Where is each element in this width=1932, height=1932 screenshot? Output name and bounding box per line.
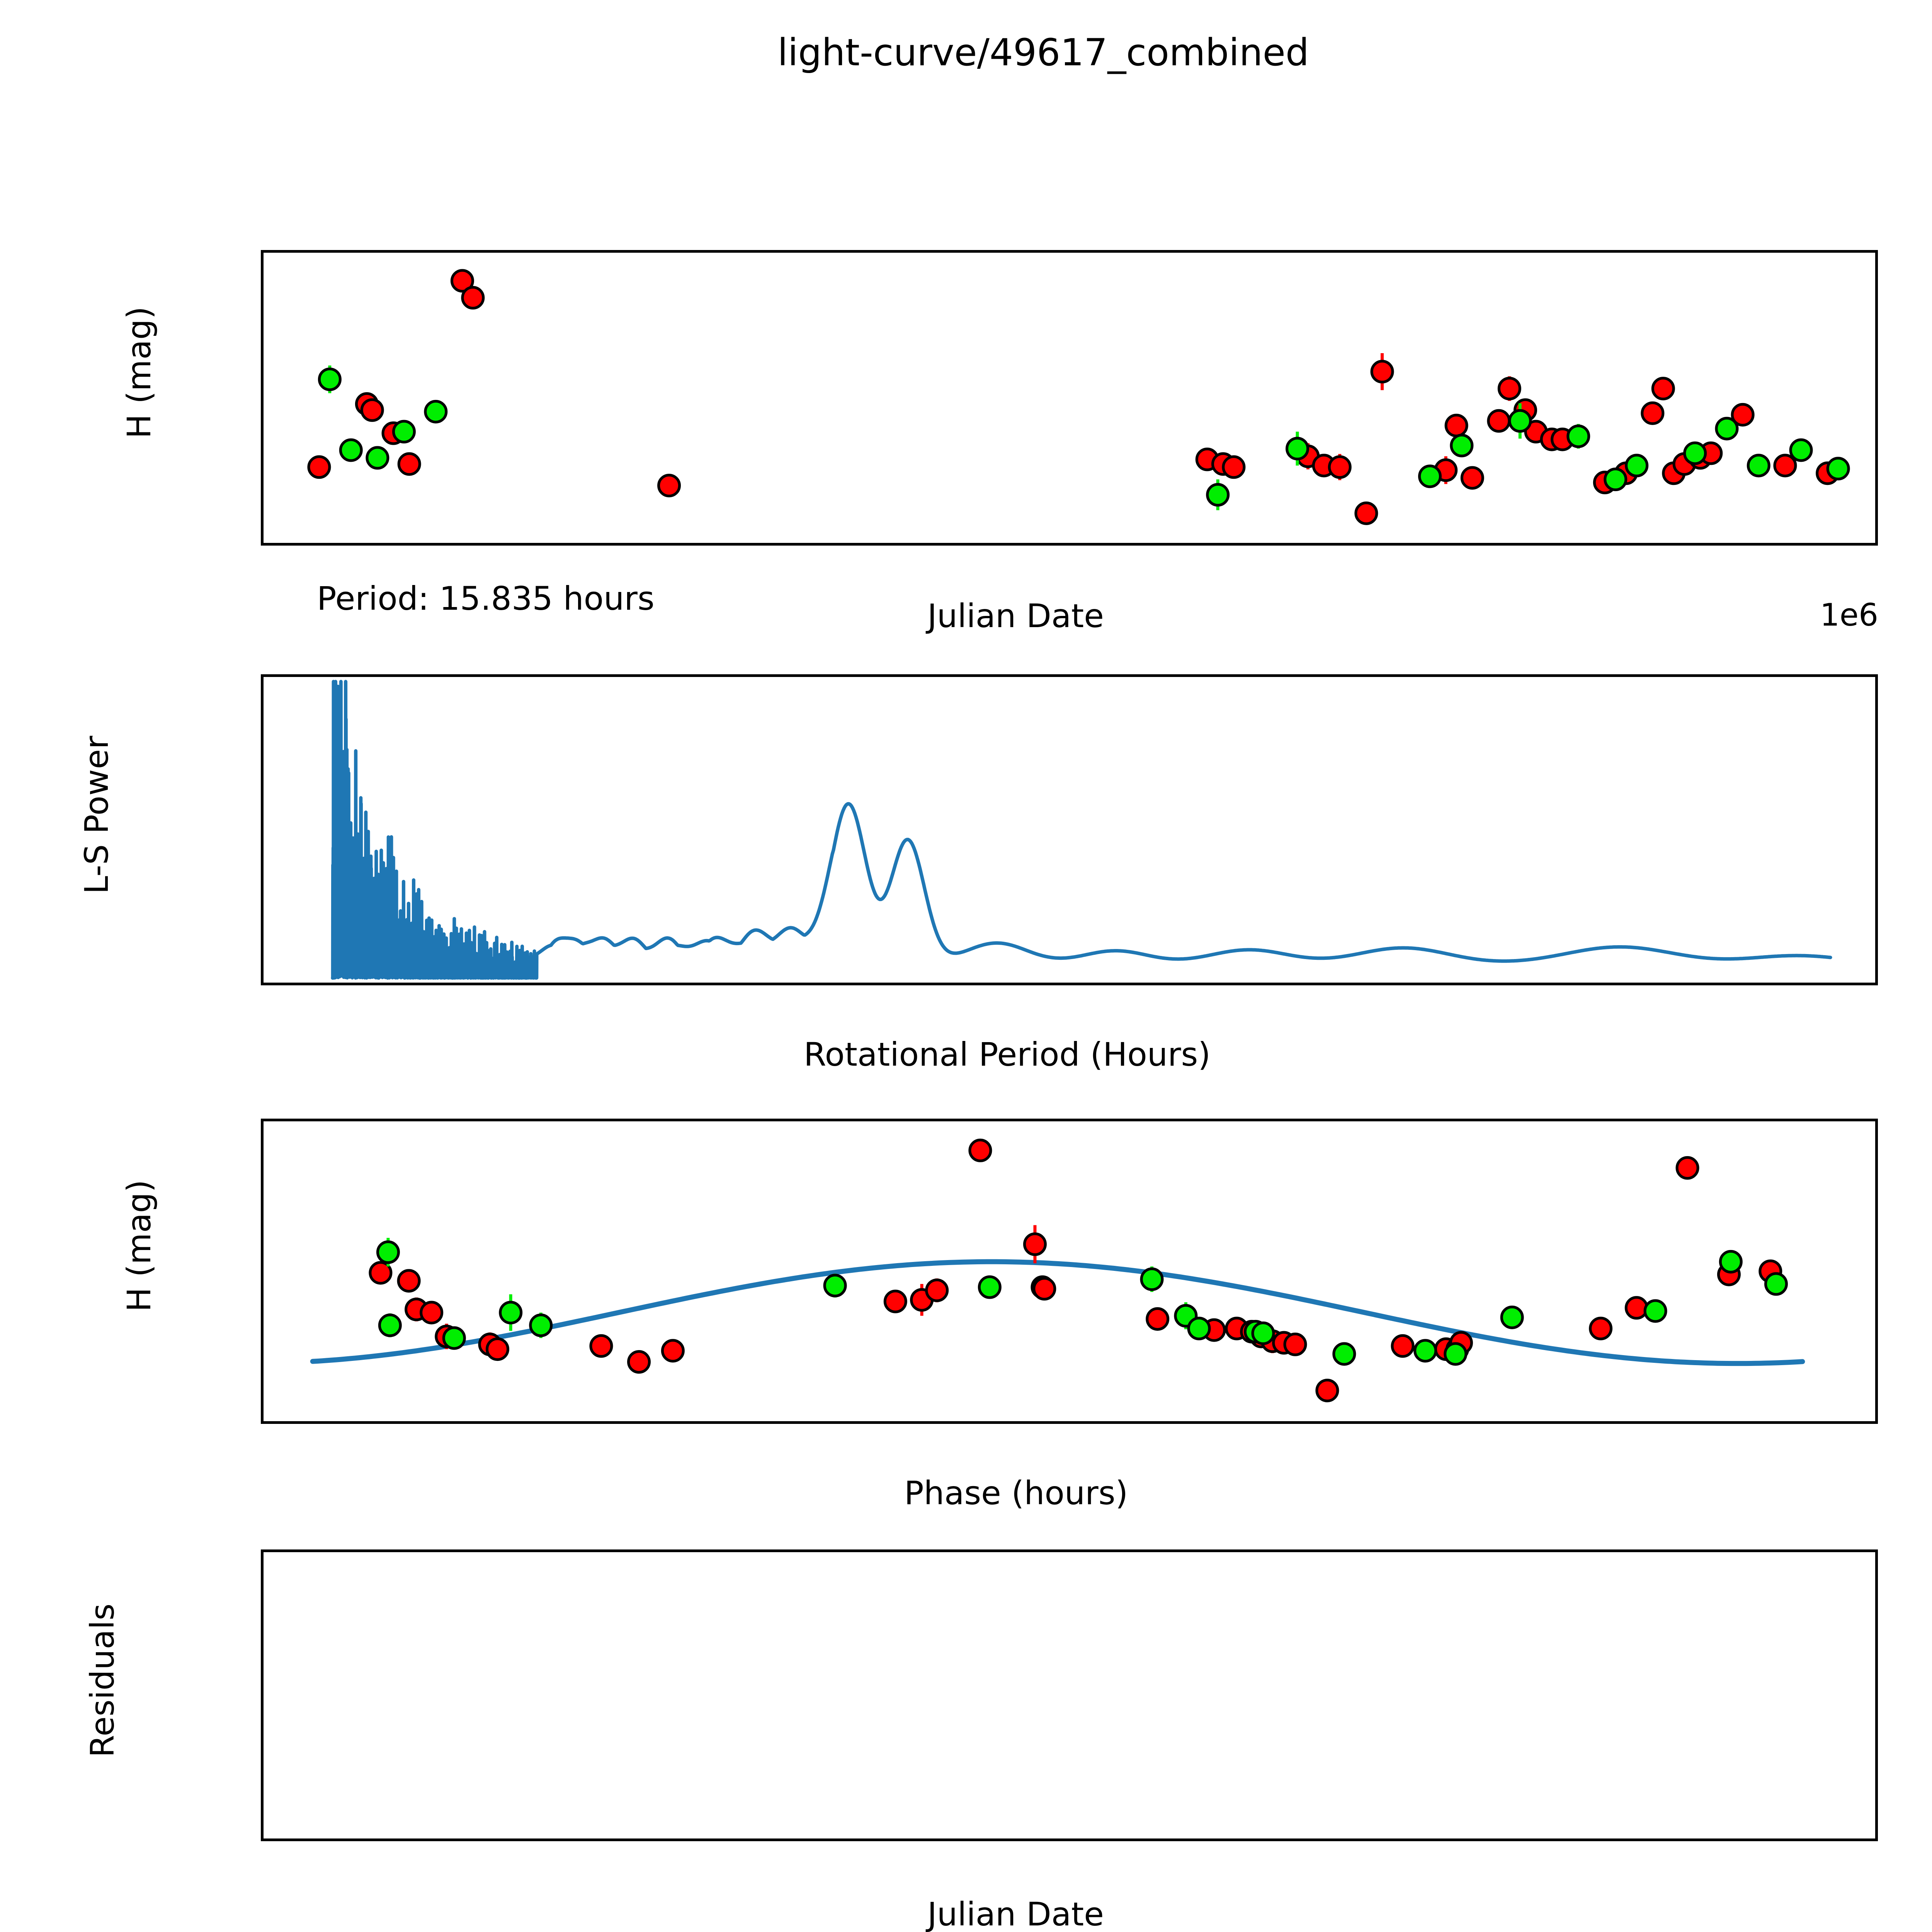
- period-annotation: Period: 15.835 hours: [317, 580, 655, 617]
- panel-residuals-ylabel: Residuals: [83, 1603, 121, 1758]
- panel-phasefold-xlabel: Phase (hours): [904, 1474, 1128, 1512]
- panel-phasefold-ylabel: H (mag): [120, 1179, 158, 1312]
- panel-lightcurve: [261, 250, 1878, 546]
- panel-phasefold: [261, 1119, 1878, 1424]
- figure-title: light-curve/49617_combined: [777, 31, 1309, 74]
- series-red-band: [307, 269, 1840, 525]
- panel-lightcurve-xlabel: Julian Date: [927, 597, 1104, 635]
- panel-periodogram: [261, 674, 1878, 985]
- periodogram-curve: [331, 680, 1832, 980]
- panel-phasefold-plot: [310, 1138, 1805, 1403]
- panel-lightcurve-x-offset: 1e6: [1820, 597, 1879, 633]
- panel-residuals-xlabel: Julian Date: [927, 1895, 1104, 1932]
- series-red-band: [369, 1138, 1782, 1403]
- panel-periodogram-plot: [331, 680, 1832, 980]
- panel-phasefold-frame: [261, 1119, 1878, 1424]
- panel-lightcurve-frame: [261, 250, 1878, 546]
- panel-lightcurve-ylabel: H (mag): [120, 306, 158, 439]
- phasefold-fit-curve: [310, 1259, 1805, 1366]
- panel-periodogram-xlabel: Rotational Period (Hours): [804, 1036, 1211, 1073]
- panel-lightcurve-plot: [307, 269, 1850, 525]
- series-green-band: [376, 1238, 1788, 1366]
- series-green-band: [318, 365, 1850, 510]
- panel-residuals-plot: [261, 1549, 1878, 1841]
- panel-residuals-frame: [261, 1549, 1878, 1841]
- panel-periodogram-frame: [261, 674, 1878, 985]
- panel-periodogram-ylabel: L-S Power: [78, 736, 116, 894]
- panel-residuals: [261, 1549, 1878, 1841]
